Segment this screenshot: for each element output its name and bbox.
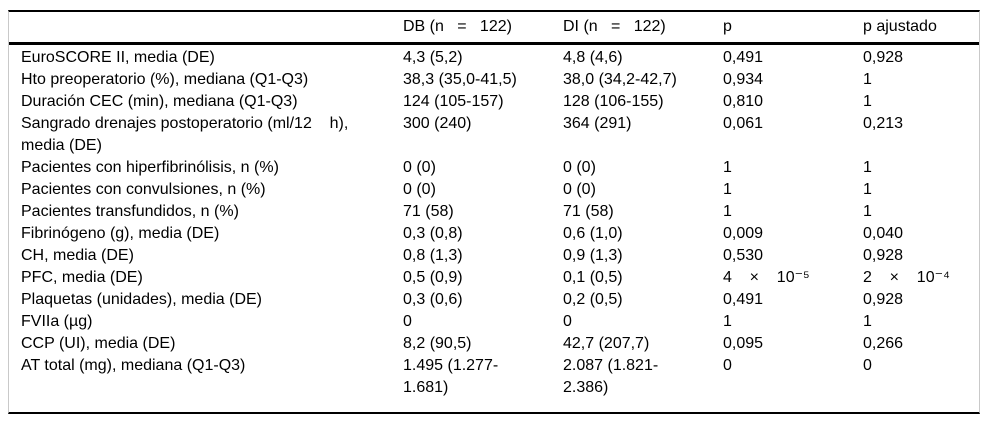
row-label: CH, media (DE)	[21, 247, 134, 264]
table-row: Pacientes transfundidos, n (%) 71 (58) 71 …	[9, 201, 979, 223]
row-label: Hto preoperatorio (%), mediana (Q1-Q3)	[21, 71, 309, 88]
cell-value: 124 (105-157)	[403, 93, 504, 110]
cell-value: 1	[723, 159, 732, 176]
table-header-row: DB (n = 122) DI (n = 122) p p ajustado	[9, 12, 979, 45]
table-row: EuroSCORE II, media (DE) 4,3 (5,2) 4,8 (4,…	[9, 47, 979, 69]
row-label: EuroSCORE II, media (DE)	[21, 49, 215, 66]
cell-value: 0,095	[723, 335, 764, 352]
cell-value: 4,3 (5,2)	[403, 49, 463, 66]
cell-value: 300 (240)	[403, 115, 472, 132]
cell-value: 0,928	[863, 291, 904, 308]
column-header-p-ajustado: p ajustado	[863, 18, 937, 35]
cell-value: 0,9 (1,3)	[563, 247, 623, 264]
cell-value: 0,491	[723, 291, 764, 308]
cell-value: 0,934	[723, 71, 764, 88]
cell-value: 0	[723, 357, 732, 374]
column-header-di: DI (n = 122)	[563, 18, 666, 35]
cell-value: 0	[563, 313, 572, 330]
cell-value: 1	[863, 93, 872, 110]
row-label: FVIIa (µg)	[21, 313, 93, 330]
cell-value: 364 (291)	[563, 115, 632, 132]
row-label: Pacientes transfundidos, n (%)	[21, 203, 239, 220]
cell-value: 0 (0)	[403, 159, 436, 176]
statistics-table: DB (n = 122) DI (n = 122) p p ajustado E…	[8, 10, 980, 414]
table-row: Sangrado drenajes postoperatorio (ml/12 …	[9, 113, 979, 157]
cell-value: 0,8 (1,3)	[403, 247, 463, 264]
table-row: Pacientes con hiperfibrinólisis, n (%) 0 …	[9, 157, 979, 179]
table-row: CCP (UI), media (DE) 8,2 (90,5) 42,7 (207,…	[9, 333, 979, 355]
table-row: Duración CEC (min), mediana (Q1-Q3) 124 (…	[9, 91, 979, 113]
column-header-db: DB (n = 122)	[403, 18, 512, 35]
table-row: AT total (mg), mediana (Q1-Q3) 1.495 (1.2…	[9, 355, 979, 399]
cell-value: 38,3 (35,0-41,5)	[403, 71, 517, 88]
cell-value: 0,213	[863, 115, 904, 132]
cell-value: 1	[723, 313, 732, 330]
cell-value: 0,810	[723, 93, 764, 110]
table-body: EuroSCORE II, media (DE) 4,3 (5,2) 4,8 (4,…	[9, 45, 979, 399]
cell-value: 1	[863, 313, 872, 330]
cell-value: 0	[403, 313, 412, 330]
cell-value: 0 (0)	[403, 181, 436, 198]
cell-value: 1	[863, 181, 872, 198]
cell-value: 0,061	[723, 115, 764, 132]
row-label: Fibrinógeno (g), media (DE)	[21, 225, 220, 242]
column-header-p: p	[723, 18, 732, 35]
cell-value: 0,5 (0,9)	[403, 269, 463, 286]
cell-value: 42,7 (207,7)	[563, 335, 650, 352]
cell-value: 4,8 (4,6)	[563, 49, 623, 66]
cell-value: 1	[723, 203, 732, 220]
cell-value: 1.495 (1.277- 1.681)	[403, 357, 499, 396]
cell-value: 8,2 (90,5)	[403, 335, 472, 352]
cell-value: 0,3 (0,8)	[403, 225, 463, 242]
row-label: PFC, media (DE)	[21, 269, 143, 286]
cell-value: 0 (0)	[563, 181, 596, 198]
cell-value: 0,040	[863, 225, 904, 242]
cell-value: 38,0 (34,2-42,7)	[563, 71, 677, 88]
table-row: Plaquetas (unidades), media (DE) 0,3 (0,6…	[9, 289, 979, 311]
row-label: AT total (mg), mediana (Q1-Q3)	[21, 357, 246, 374]
cell-value: 0,1 (0,5)	[563, 269, 623, 286]
cell-value: 0,491	[723, 49, 764, 66]
cell-value: 1	[723, 181, 732, 198]
table-row: Hto preoperatorio (%), mediana (Q1-Q3) 38…	[9, 69, 979, 91]
cell-value: 1	[863, 159, 872, 176]
row-label: Pacientes con hiperfibrinólisis, n (%)	[21, 159, 279, 176]
cell-value: 0,266	[863, 335, 904, 352]
cell-value: 128 (106-155)	[563, 93, 664, 110]
table-row: Pacientes con convulsiones, n (%) 0 (0) 0 …	[9, 179, 979, 201]
cell-value: 1	[863, 71, 872, 88]
cell-value: 0,3 (0,6)	[403, 291, 463, 308]
row-label: Sangrado drenajes postoperatorio (ml/12 …	[21, 115, 349, 154]
cell-value: 0,009	[723, 225, 764, 242]
cell-value: 1	[863, 203, 872, 220]
cell-value: 71 (58)	[403, 203, 454, 220]
cell-value: 4 × 10⁻⁵	[723, 269, 810, 286]
cell-value: 0	[863, 357, 872, 374]
cell-value: 0,928	[863, 247, 904, 264]
table-row: FVIIa (µg) 0 0 1 1	[9, 311, 979, 333]
row-label: Pacientes con convulsiones, n (%)	[21, 181, 266, 198]
cell-value: 0 (0)	[563, 159, 596, 176]
row-label: Duración CEC (min), mediana (Q1-Q3)	[21, 93, 298, 110]
row-label: Plaquetas (unidades), media (DE)	[21, 291, 263, 308]
cell-value: 0,928	[863, 49, 904, 66]
cell-value: 0,2 (0,5)	[563, 291, 623, 308]
cell-value: 2 × 10⁻⁴	[863, 269, 950, 286]
cell-value: 0,530	[723, 247, 764, 264]
table-row: Fibrinógeno (g), media (DE) 0,3 (0,8) 0,6 …	[9, 223, 979, 245]
cell-value: 71 (58)	[563, 203, 614, 220]
table-row: CH, media (DE) 0,8 (1,3) 0,9 (1,3) 0,530 0,9…	[9, 245, 979, 267]
cell-value: 2.087 (1.821- 2.386)	[563, 357, 659, 396]
table-row: PFC, media (DE) 0,5 (0,9) 0,1 (0,5) 4 × 10⁻…	[9, 267, 979, 289]
cell-value: 0,6 (1,0)	[563, 225, 623, 242]
row-label: CCP (UI), media (DE)	[21, 335, 176, 352]
